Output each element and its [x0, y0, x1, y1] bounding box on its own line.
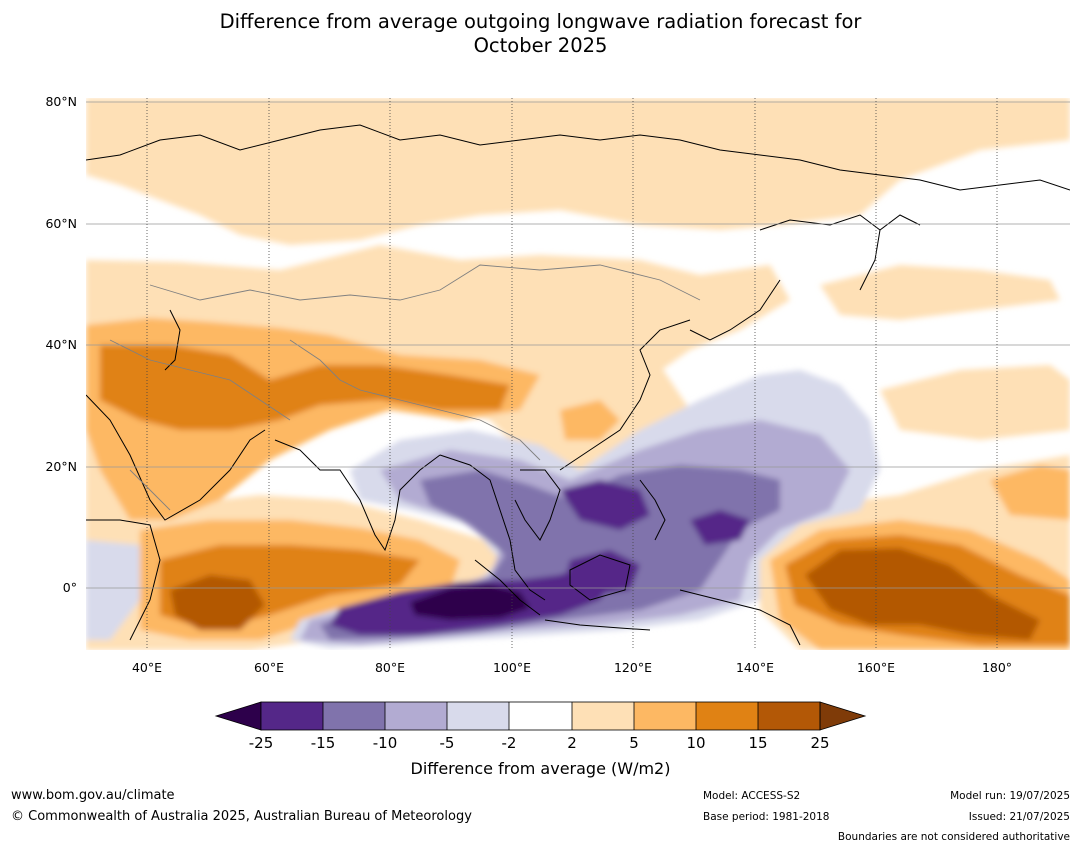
colorbar-tick: -25 — [248, 734, 274, 752]
website-link[interactable]: www.bom.gov.au/climate — [11, 788, 175, 803]
copyright-text: © Commonwealth of Australia 2025, Austra… — [11, 809, 472, 824]
title-line-2: October 2025 — [473, 34, 608, 57]
lon-label: 160°E — [856, 660, 895, 675]
graticule — [86, 98, 1070, 650]
colorbar-bin — [323, 702, 385, 730]
anomaly-indian-max — [170, 575, 265, 630]
chart-title: Difference from average outgoing longwav… — [0, 10, 1081, 58]
lat-label: 40°N — [45, 337, 77, 352]
boundary-south-asia — [289, 339, 481, 421]
colorbar-bin — [385, 702, 447, 730]
colorbar-extension-left — [214, 701, 262, 731]
anomaly-sumatra-min — [410, 585, 530, 620]
base-period-text: Base period: 1981-2018 — [703, 811, 830, 823]
colorbar-dividers — [322, 702, 759, 730]
colorbar-bin — [634, 702, 696, 730]
coast-africa — [86, 519, 161, 641]
anomaly-pacific-max — [805, 548, 1040, 640]
boundary-middle-east — [109, 339, 291, 421]
colorbar-title: Difference from average (W/m2) — [410, 759, 671, 778]
anomaly-field — [86, 98, 1070, 650]
anomaly-north-band — [86, 98, 1070, 245]
coast-kamchatka — [859, 229, 881, 291]
anomaly-nw-pacific — [880, 365, 1070, 440]
colorbar-tick: 10 — [686, 734, 706, 752]
anomaly-tibet — [100, 345, 510, 430]
disclaimer-text: Boundaries are not considered authoritat… — [837, 831, 1070, 843]
coast-java — [544, 619, 651, 631]
title-line-1: Difference from average outgoing longwav… — [219, 10, 862, 33]
anomaly-east-pacific — [990, 465, 1070, 520]
coast-okhotsk — [759, 214, 921, 231]
colorbar-bin — [572, 702, 634, 730]
colorbar-tick: -15 — [310, 734, 336, 752]
colorbar-tick: -5 — [439, 734, 455, 752]
colorbar-extension-right — [819, 701, 867, 731]
lon-label: 140°E — [735, 660, 774, 675]
model-text: Model: ACCESS-S2 — [703, 790, 801, 802]
lon-label: 180° — [981, 660, 1013, 675]
lat-label: 20°N — [45, 459, 77, 474]
boundary-china — [479, 419, 541, 461]
colorbar-bin — [758, 702, 820, 730]
colorbar-bin — [261, 702, 323, 730]
colorbar-outline — [260, 701, 821, 731]
anomaly-midlat-pacific — [820, 265, 1060, 320]
colorbar-bin — [447, 702, 509, 730]
colorbar-bin — [509, 702, 572, 730]
coast-arabia — [86, 394, 266, 521]
coast-china — [559, 319, 691, 471]
lon-label: 100°E — [492, 660, 531, 675]
model-run-text: Model run: 19/07/2025 — [950, 790, 1070, 802]
coast-india — [274, 439, 441, 552]
country-boundaries — [109, 264, 701, 511]
lat-label: 60°N — [45, 216, 77, 231]
coast-southeast-asia — [439, 454, 546, 601]
colorbar-tick: 5 — [629, 734, 639, 752]
colorbar — [214, 701, 867, 731]
anomaly-indonesia-north — [560, 480, 650, 530]
coast-new-guinea — [679, 589, 801, 646]
issued-text: Issued: 21/07/2025 — [968, 811, 1070, 823]
boundary-central-asia — [149, 264, 701, 301]
boundary-africa — [129, 469, 171, 511]
coastlines — [86, 124, 1070, 646]
anomaly-borneo — [565, 550, 640, 595]
anomaly-africa-west — [86, 540, 140, 640]
lon-label: 60°E — [253, 660, 285, 675]
lon-label: 40°E — [131, 660, 163, 675]
coast-korea-japan — [689, 279, 781, 341]
anomaly-philippine-sea — [690, 510, 750, 545]
colorbar-bin — [696, 702, 758, 730]
coast-arctic — [86, 124, 1070, 191]
lat-label: 80°N — [45, 94, 77, 109]
anomaly-china-east — [560, 400, 620, 440]
coast-indochina — [514, 469, 561, 541]
coast-borneo — [569, 554, 631, 601]
colorbar-tick: -10 — [372, 734, 398, 752]
colorbar-tick: 2 — [567, 734, 577, 752]
coast-sumatra — [474, 559, 541, 616]
colorbar-tick: 25 — [810, 734, 830, 752]
colorbar-tick: 15 — [748, 734, 768, 752]
colorbar-tick: -2 — [501, 734, 517, 752]
coast-philippines — [639, 479, 666, 541]
lon-label: 80°E — [374, 660, 406, 675]
lat-label: 0° — [62, 580, 77, 595]
lon-label: 120°E — [613, 660, 652, 675]
